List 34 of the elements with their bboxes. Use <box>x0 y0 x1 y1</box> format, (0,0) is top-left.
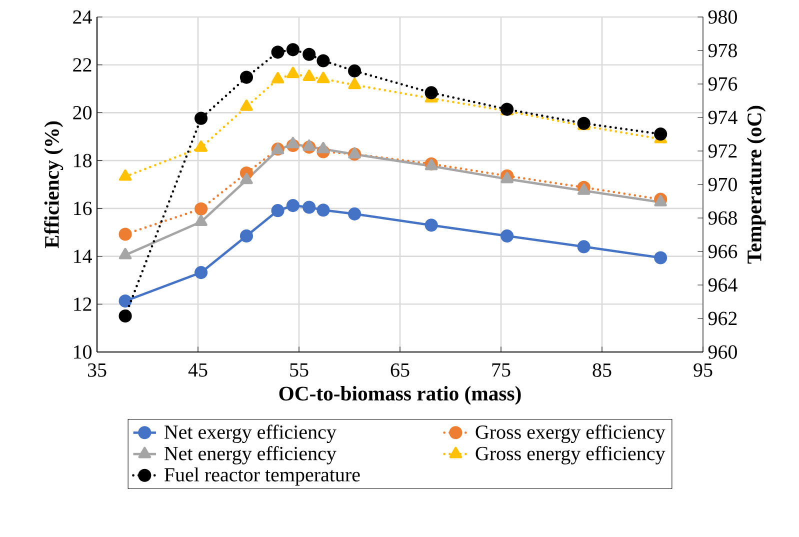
x-tick-label: 75 <box>492 363 510 377</box>
y-tick-label: 20 <box>73 106 92 120</box>
y2-tick-label: 976 <box>708 77 738 91</box>
x-tick-label: 95 <box>694 363 712 377</box>
y2-tick-label: 960 <box>708 345 737 359</box>
x-tick-label: 55 <box>290 363 308 377</box>
y-axis-title: Efficiency (%) <box>44 121 64 248</box>
x-axis-title: OC-to-biomass ratio (mass) <box>279 386 521 405</box>
y2-tick-label: 974 <box>708 110 738 124</box>
legend-label: Gross exergy efficiency <box>476 424 666 443</box>
y-tick-label: 16 <box>74 202 92 216</box>
y2-tick-label: 966 <box>708 244 738 258</box>
y2-tick-label: 962 <box>708 312 737 326</box>
y-tick-label: 22 <box>73 58 92 72</box>
y2-tick-label: 978 <box>708 44 737 58</box>
legend-label: Net energy efficiency <box>164 446 336 464</box>
y2-tick-label: 980 <box>708 10 737 24</box>
y2-axis-title: Temperature (oC) <box>746 106 766 264</box>
x-tick-label: 65 <box>390 363 410 377</box>
y-tick-label: 24 <box>73 10 92 24</box>
y-tick-label: 18 <box>74 154 92 168</box>
y2-tick-label: 968 <box>708 211 737 225</box>
legend-label: Net exergy efficiency <box>164 424 336 443</box>
y2-tick-label: 972 <box>708 144 737 158</box>
legend-label: Gross energy efficiency <box>476 446 666 464</box>
y2-tick-label: 964 <box>708 278 738 292</box>
x-tick-label: 45 <box>188 363 208 377</box>
y2-tick-label: 970 <box>708 178 737 192</box>
legend-label: Fuel reactor temperature <box>164 467 360 486</box>
y-tick-label: 14 <box>74 250 92 263</box>
x-tick-label: 85 <box>592 363 612 377</box>
y-tick-label: 10 <box>74 345 92 359</box>
y-tick-label: 12 <box>74 298 92 311</box>
x-tick-label: 35 <box>88 363 106 377</box>
